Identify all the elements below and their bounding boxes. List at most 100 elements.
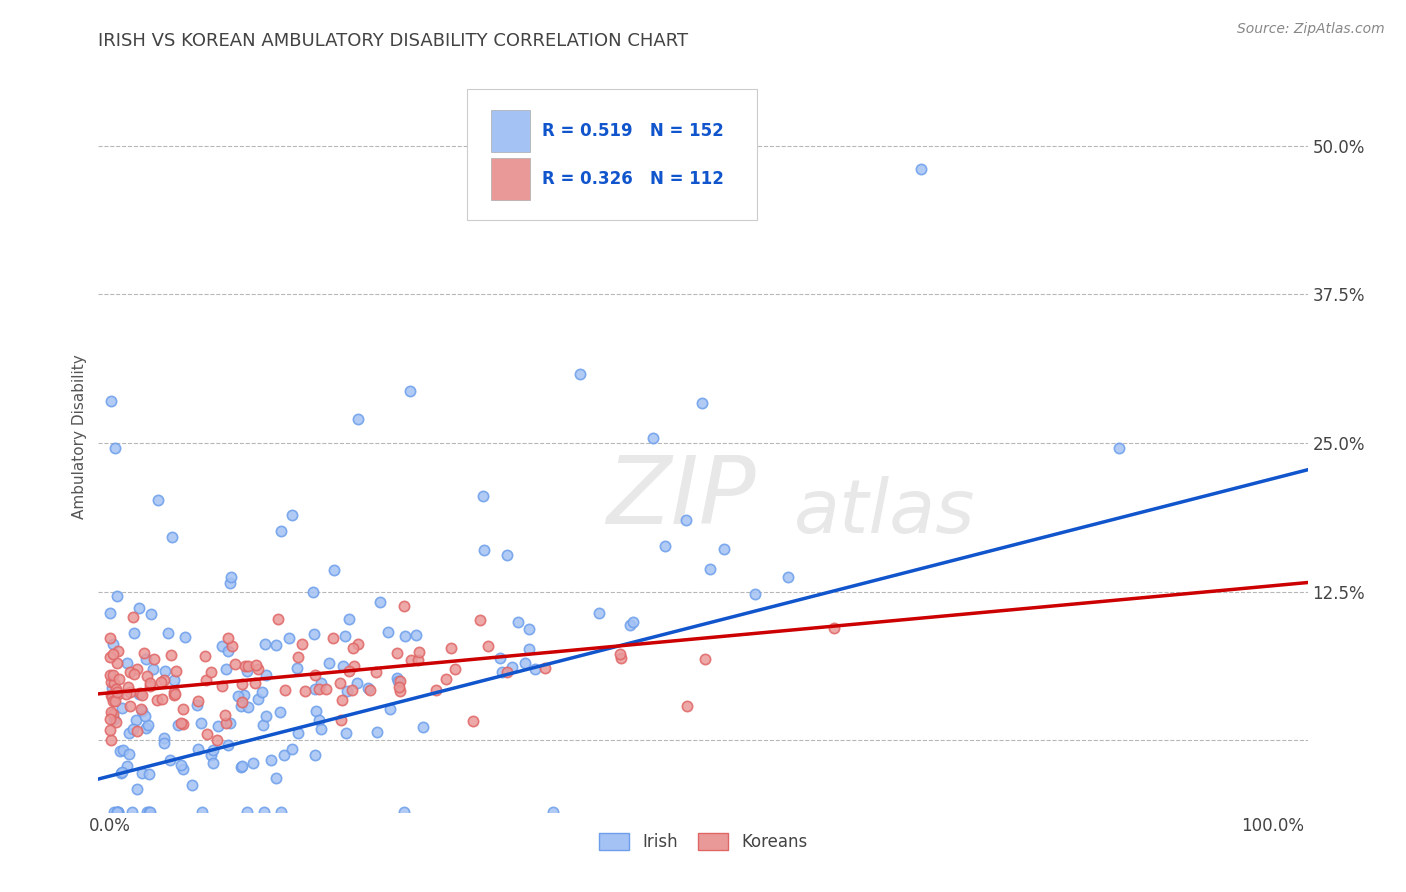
Point — [217, 631, 239, 645]
Point — [264, 638, 287, 652]
Point — [231, 695, 253, 709]
Point — [264, 771, 287, 785]
Point — [127, 662, 149, 676]
Point — [440, 641, 463, 656]
Point — [260, 753, 283, 767]
Point — [107, 687, 129, 701]
Point — [274, 682, 297, 697]
Point — [308, 713, 330, 727]
Point — [105, 656, 128, 670]
Point — [98, 631, 121, 645]
Point — [120, 698, 142, 713]
Point — [122, 667, 145, 681]
Point — [170, 716, 193, 731]
Point — [641, 431, 664, 445]
Point — [136, 718, 159, 732]
Point — [200, 748, 222, 763]
Point — [217, 738, 239, 752]
Point — [104, 694, 127, 708]
Point — [141, 607, 163, 621]
Point — [744, 587, 766, 601]
Point — [389, 683, 412, 698]
Point — [229, 698, 252, 713]
Point — [245, 657, 267, 672]
Point — [200, 665, 222, 680]
Point — [471, 489, 494, 503]
Point — [619, 617, 641, 632]
Point — [675, 513, 697, 527]
Text: R = 0.519   N = 152: R = 0.519 N = 152 — [543, 122, 724, 140]
Point — [388, 673, 411, 688]
Point — [105, 589, 128, 603]
Point — [385, 647, 408, 661]
Point — [713, 541, 735, 556]
Point — [496, 665, 519, 680]
Point — [226, 689, 249, 703]
Point — [304, 682, 326, 697]
Point — [368, 595, 391, 609]
Point — [153, 736, 176, 750]
Point — [160, 530, 183, 544]
Point — [211, 679, 233, 693]
Point — [101, 681, 124, 695]
FancyBboxPatch shape — [492, 111, 530, 153]
Point — [100, 393, 122, 408]
Point — [132, 646, 155, 660]
Point — [110, 744, 132, 758]
Point — [231, 760, 253, 774]
Text: ZIP: ZIP — [606, 451, 756, 542]
Point — [323, 563, 346, 577]
Point — [138, 766, 160, 780]
Point — [405, 628, 427, 642]
Point — [342, 641, 364, 656]
Point — [135, 721, 157, 735]
Point — [534, 661, 557, 675]
Point — [377, 625, 399, 640]
Point — [107, 672, 129, 686]
Point — [243, 676, 266, 690]
Point — [159, 648, 181, 662]
Point — [142, 652, 165, 666]
Point — [156, 625, 179, 640]
Point — [105, 805, 128, 819]
Point — [194, 648, 217, 663]
Point — [98, 712, 121, 726]
Point — [101, 668, 124, 682]
Point — [105, 715, 128, 730]
Point — [105, 685, 128, 699]
Point — [107, 805, 129, 819]
Point — [149, 674, 172, 689]
Point — [103, 648, 125, 662]
FancyBboxPatch shape — [467, 88, 758, 219]
Point — [366, 724, 388, 739]
Point — [101, 706, 124, 721]
Point — [118, 726, 141, 740]
Text: R = 0.326   N = 112: R = 0.326 N = 112 — [543, 170, 724, 188]
Point — [513, 657, 536, 671]
Point — [270, 524, 292, 539]
Point — [146, 693, 169, 707]
Point — [392, 805, 415, 819]
Point — [121, 610, 143, 624]
Point — [172, 716, 194, 731]
Point — [146, 492, 169, 507]
Point — [621, 615, 644, 629]
Point — [107, 805, 129, 819]
Point — [98, 649, 121, 664]
Point — [152, 673, 174, 687]
Point — [588, 606, 610, 620]
Point — [315, 681, 337, 696]
Point — [444, 662, 467, 676]
Point — [131, 704, 153, 718]
Point — [103, 687, 125, 701]
Point — [190, 716, 212, 731]
Point — [269, 705, 291, 719]
Point — [191, 805, 214, 819]
Point — [139, 679, 162, 693]
Point — [152, 731, 174, 745]
Point — [281, 508, 304, 522]
Point — [136, 805, 159, 819]
Point — [205, 733, 228, 747]
Point — [153, 664, 176, 678]
Point — [165, 687, 187, 701]
